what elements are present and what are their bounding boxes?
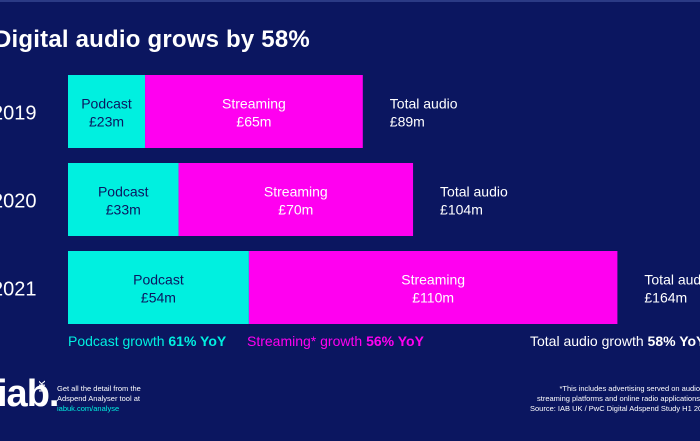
iab-logo-uk: UK [38,380,47,392]
total-growth: Total audio growth 58% YoY [530,333,700,349]
bar-podcast-2020 [68,163,179,236]
total-label-2020: Total audio [440,184,508,200]
footer-notes: *This includes advertising served on aud… [530,384,700,414]
bar-streaming-2020 [178,163,414,236]
iab-logo[interactable]: iab. [0,373,59,415]
bar-label-podcast-2021: Podcast [133,272,184,288]
year-label-2020: 2020 [0,191,37,213]
podcast-growth-label: Podcast growth [68,333,165,349]
streaming-growth: Streaming* growth 56% YoY [247,333,424,349]
bar-label-podcast-2020: Podcast [98,184,149,200]
footnote-line2: streaming platforms and online radio app… [536,394,700,403]
bar-label-streaming-2020: Streaming [264,184,328,200]
bar-label-streaming-2019: Streaming [222,96,286,112]
total-value-2019: £89m [390,114,425,130]
bar-value-podcast-2020: £33m [106,202,141,218]
bar-value-streaming-2021: £110m [412,290,454,306]
source-note: Source: IAB UK / PwC Digital Adspend Stu… [530,404,700,413]
bar-streaming-2019 [145,75,363,148]
footer-cta-line1: Get all the detail from the [57,384,141,393]
bar-value-podcast-2021: £54m [141,290,176,306]
total-growth-pct: 58% YoY [647,333,700,349]
total-value-2020: £104m [440,202,483,218]
year-label-2021: 2021 [0,279,37,301]
bar-value-streaming-2020: £70m [278,202,313,218]
streaming-growth-pct: 56% YoY [366,333,424,349]
bar-streaming-2021 [248,251,618,324]
footer-cta-link[interactable]: iabuk.com/analyse [57,404,120,413]
footnote-line1: *This includes advertising served on aud… [559,384,700,393]
streaming-growth-label: Streaming* growth [247,333,363,349]
bar-label-podcast-2019: Podcast [81,96,132,112]
total-label-2019: Total audio [390,96,458,112]
bar-value-streaming-2019: £65m [236,114,271,130]
total-growth-label: Total audio growth [530,333,644,349]
footer-cta: Get all the detail from the Adspend Anal… [57,384,141,414]
chart-title: Digital audio grows by 58% [0,26,310,53]
year-label-2019: 2019 [0,103,37,125]
bar-podcast-2021 [68,251,249,324]
total-value-2021: £164m [644,290,687,306]
podcast-growth: Podcast growth 61% YoY [68,333,226,349]
total-label-2021: Total audio [644,272,700,288]
bar-label-streaming-2021: Streaming [401,272,465,288]
top-rule [0,0,700,2]
bar-podcast-2019 [68,75,146,148]
bar-value-podcast-2019: £23m [89,114,124,130]
podcast-growth-pct: 61% YoY [168,333,227,349]
footer-cta-line2: Adspend Analyser tool at [57,394,140,403]
